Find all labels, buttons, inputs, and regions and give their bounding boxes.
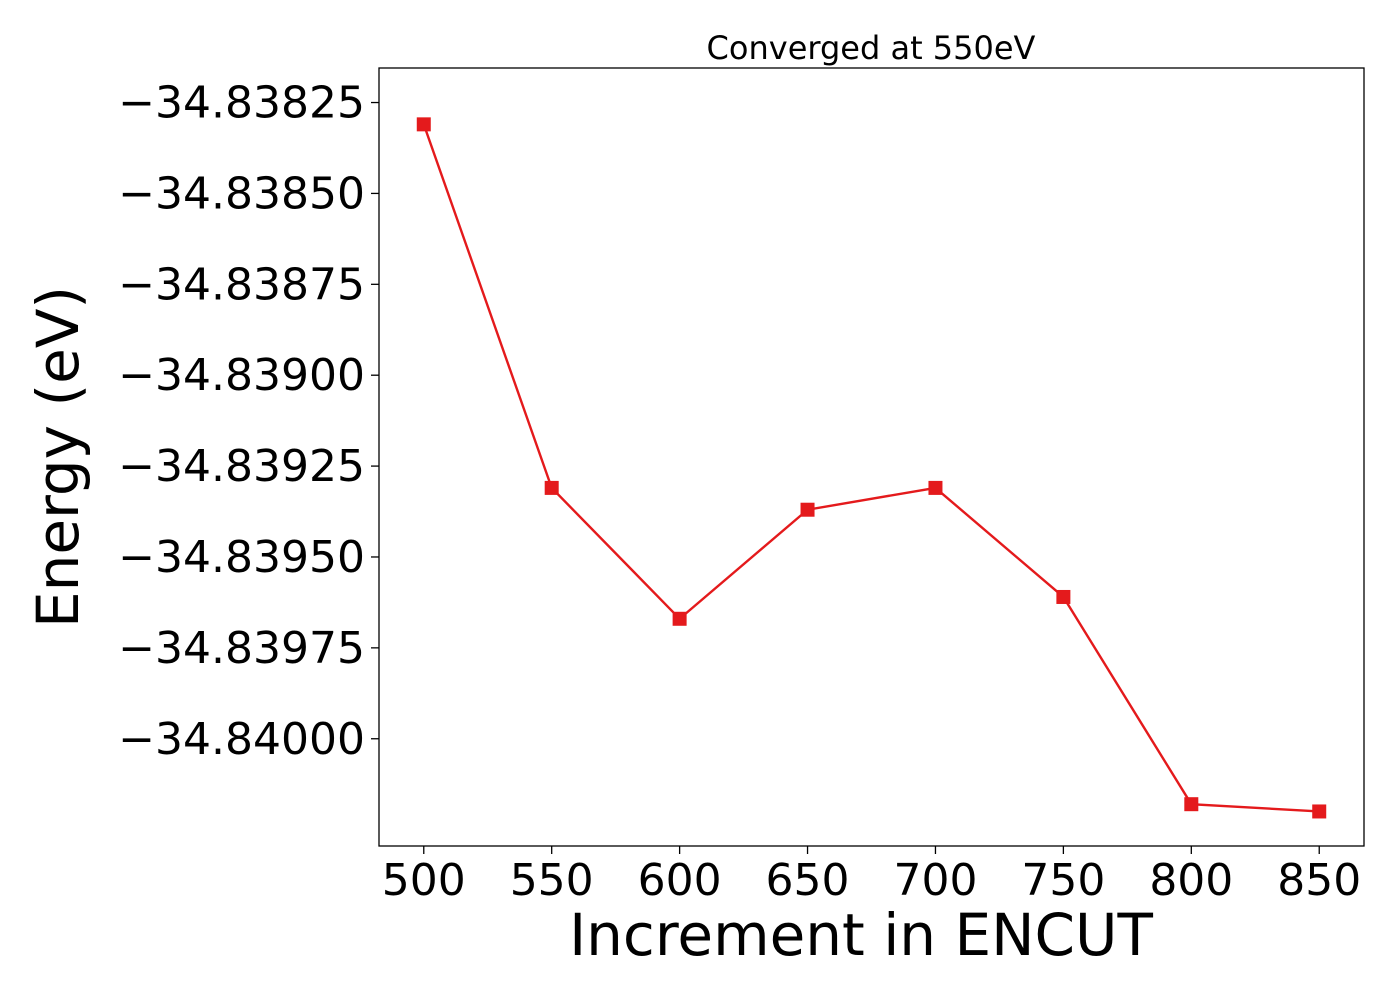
x-tick-label-5: 750 — [1021, 855, 1105, 906]
y-tick-label-4: −34.83925 — [118, 441, 365, 492]
y-tick-label-1: −34.83850 — [118, 168, 365, 219]
x-tick-label-4: 700 — [893, 855, 977, 906]
x-tick-label-0: 500 — [382, 855, 466, 906]
x-tick-label-6: 800 — [1149, 855, 1233, 906]
y-tick-label-5: −34.83950 — [118, 532, 365, 583]
data-point-7 — [1312, 804, 1327, 819]
y-tick-label-2: −34.83875 — [118, 259, 365, 310]
x-tick-label-7: 850 — [1277, 855, 1361, 906]
x-axis: 500 550 600 650 700 750 800 850 — [382, 846, 1361, 906]
data-point-2 — [672, 611, 687, 626]
data-point-1 — [544, 480, 559, 495]
data-point-3 — [800, 502, 815, 517]
plot-frame — [378, 67, 1365, 847]
x-tick-label-2: 600 — [638, 855, 722, 906]
x-tick-label-3: 650 — [766, 855, 850, 906]
data-point-4 — [928, 480, 943, 495]
chart-title: Converged at 550eV — [707, 29, 1036, 67]
y-tick-label-3: −34.83900 — [118, 350, 365, 401]
data-point-6 — [1184, 797, 1199, 812]
y-axis-label: Energy (eV) — [24, 286, 92, 628]
x-axis-label: Increment in ENCUT — [569, 901, 1153, 969]
x-tick-label-1: 550 — [510, 855, 594, 906]
data-point-0 — [416, 117, 431, 132]
data-point-5 — [1056, 589, 1071, 604]
series-layer — [416, 117, 1327, 819]
y-tick-label-6: −34.83975 — [118, 623, 365, 674]
y-tick-label-0: −34.83825 — [118, 78, 365, 129]
series-line-0 — [422, 123, 1320, 813]
y-axis: −34.83825 −34.83850 −34.83875 −34.83900 −34.… — [118, 78, 379, 765]
y-tick-label-7: −34.84000 — [118, 714, 365, 765]
